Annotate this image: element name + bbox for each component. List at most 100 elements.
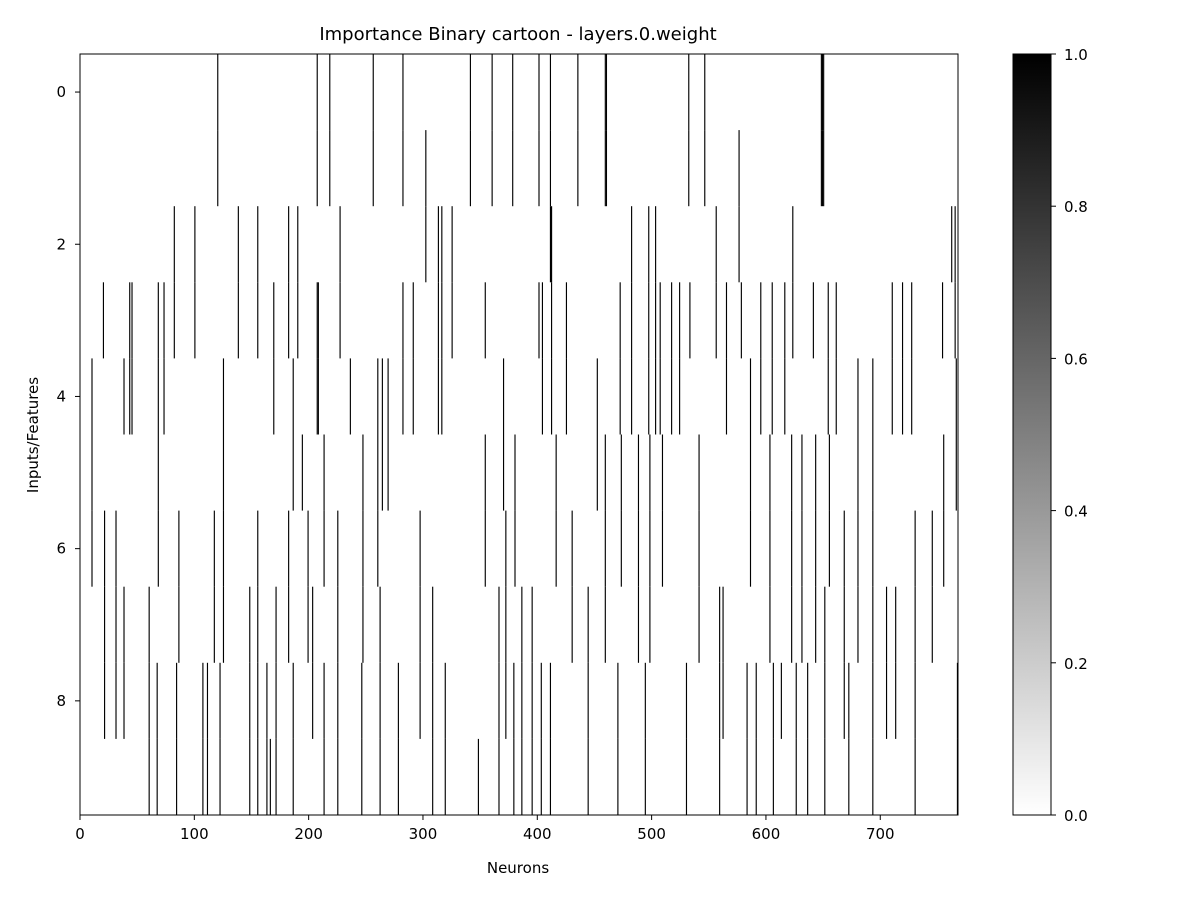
heatmap-cell — [571, 586, 573, 663]
heatmap-cell — [577, 130, 579, 207]
heatmap-cell — [249, 662, 251, 739]
heatmap-cell — [538, 130, 540, 207]
heatmap-cell — [362, 586, 364, 663]
heatmap-cell — [914, 738, 916, 815]
heatmap-cell — [173, 206, 175, 283]
heatmap-cell — [505, 510, 507, 587]
heatmap-cell — [292, 434, 294, 511]
heatmap-cell — [514, 434, 516, 511]
heatmap-cell — [655, 206, 657, 283]
heatmap-cell — [379, 662, 381, 739]
heatmap-cell — [824, 662, 826, 739]
heatmap-cell — [402, 54, 404, 131]
heatmap-cell — [323, 510, 325, 587]
heatmap-cell — [661, 510, 664, 587]
heatmap-cell — [807, 662, 809, 739]
heatmap-cell — [604, 434, 606, 511]
heatmap-cell — [914, 510, 916, 587]
heatmap-cell — [722, 586, 724, 663]
heatmap-cell — [237, 282, 239, 359]
heatmap-cell — [502, 358, 505, 435]
heatmap-cell — [469, 54, 471, 131]
heatmap-cell — [323, 662, 325, 739]
heatmap-cell — [217, 54, 219, 131]
heatmap-cell — [514, 510, 516, 587]
heatmap-cell — [307, 510, 309, 587]
heatmap-cell — [288, 586, 290, 663]
heatmap-cell — [292, 662, 294, 739]
heatmap-cell — [148, 586, 150, 663]
heatmap-cell — [148, 662, 150, 739]
heatmap-cell — [273, 282, 275, 359]
heatmap-cell — [222, 510, 225, 587]
heatmap-cell — [541, 282, 543, 359]
heatmap-cell — [956, 738, 958, 815]
heatmap-cell — [795, 738, 797, 815]
colorbar-tick-label: 0.2 — [1064, 655, 1088, 673]
heatmap-cell — [746, 738, 748, 815]
heatmap-cell — [655, 358, 657, 435]
heatmap-cell — [604, 54, 606, 131]
heatmap-cell — [872, 358, 874, 435]
heatmap-cell — [872, 434, 874, 511]
heatmap-cell — [444, 662, 446, 739]
heatmap-cell — [505, 662, 507, 739]
heatmap-cell — [772, 738, 774, 815]
heatmap-cell — [801, 434, 803, 511]
heatmap-cell — [213, 586, 215, 663]
heatmap-cell — [301, 434, 303, 511]
heatmap-cell — [257, 738, 259, 815]
x-tick-label: 0 — [75, 825, 85, 843]
heatmap-cell — [719, 586, 721, 663]
heatmap-cell — [419, 510, 421, 587]
heatmap-cell — [361, 662, 363, 739]
heatmap-cell — [531, 662, 533, 739]
heatmap-cell — [91, 358, 93, 435]
x-tick-label: 300 — [409, 825, 438, 843]
x-axis-label: Neurons — [487, 859, 549, 877]
heatmap-cell — [317, 282, 319, 359]
colorbar-tick-label: 0.6 — [1064, 350, 1088, 368]
heatmap-cell — [827, 358, 829, 435]
heatmap-cell — [685, 738, 688, 815]
heatmap-cell — [219, 662, 221, 739]
heatmap-cell — [157, 510, 159, 587]
heatmap-cell — [823, 130, 825, 207]
heatmap-cell — [617, 738, 619, 815]
heatmap-cell — [565, 282, 568, 359]
heatmap-cell — [292, 738, 294, 815]
heatmap-cell — [715, 282, 717, 359]
heatmap-cell — [292, 358, 294, 435]
heatmap-cell — [725, 282, 728, 359]
heatmap-cell — [339, 206, 341, 283]
heatmap-cell — [323, 738, 325, 815]
heatmap-cell — [955, 434, 957, 511]
heatmap-cell — [129, 282, 131, 359]
heatmap-cell — [273, 358, 275, 435]
heatmap-cell — [719, 662, 721, 739]
heatmap-cell — [951, 206, 953, 283]
y-tick-label: 2 — [56, 235, 66, 253]
heatmap-cell — [381, 358, 383, 435]
heatmap-cell — [163, 358, 165, 435]
colorbar-tick-label: 0.0 — [1064, 807, 1088, 825]
heatmap-cell — [941, 282, 944, 359]
y-tick-label: 6 — [56, 540, 66, 558]
heatmap-cell — [619, 282, 621, 359]
heatmap-cell — [316, 358, 318, 435]
heatmap-cell — [671, 358, 673, 435]
heatmap-cell — [891, 358, 893, 435]
heatmap-cell — [587, 738, 589, 815]
heatmap-cell — [104, 510, 106, 587]
heatmap-cell — [835, 358, 837, 435]
heatmap-cell — [671, 282, 673, 359]
heatmap-cell — [222, 586, 225, 663]
heatmap-cell — [502, 434, 505, 511]
heatmap-cell — [316, 54, 318, 131]
heatmap-cell — [349, 358, 351, 435]
plot-frame — [79, 53, 959, 816]
heatmap-cell — [266, 662, 268, 739]
heatmap-cell — [644, 662, 646, 739]
heatmap-cell — [738, 206, 740, 283]
heatmap-cell — [943, 510, 945, 587]
